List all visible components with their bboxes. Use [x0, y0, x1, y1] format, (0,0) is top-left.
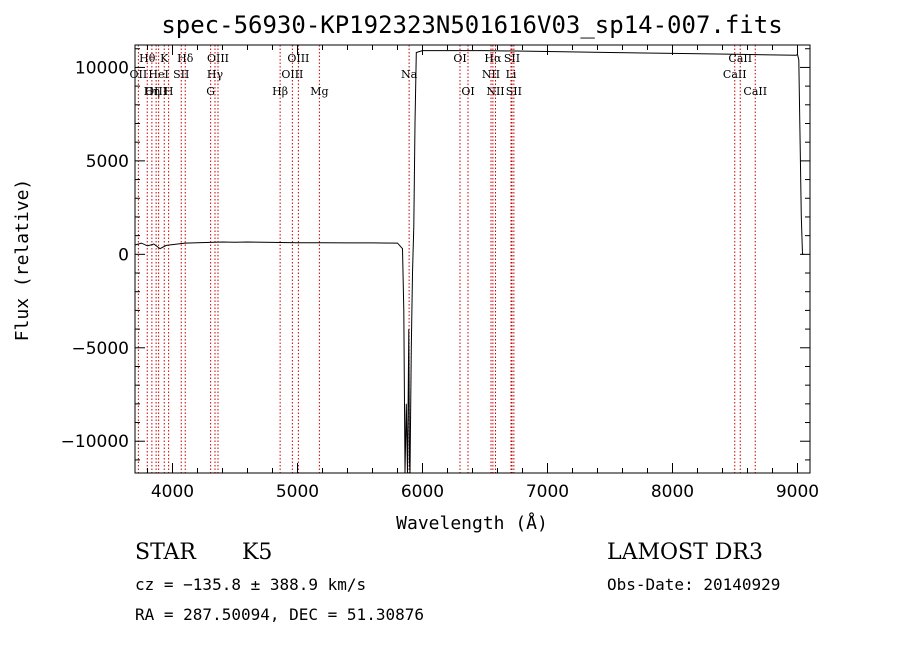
line-label-13: OIII [281, 68, 303, 81]
y-axis-label: Flux (relative) [12, 179, 33, 342]
line-label-10: Hγ [207, 68, 224, 81]
x-tick-label-4: 8000 [651, 482, 694, 502]
y-tick-label-1: −5000 [71, 339, 129, 359]
x-axis-label: Wavelength (Å) [396, 512, 548, 534]
line-label-19: NII [482, 68, 500, 81]
line-label-24: SII [506, 85, 522, 98]
plot-frame [134, 44, 811, 474]
redshift-velocity: cz = −135.8 ± 388.9 km/s [135, 575, 367, 594]
line-label-14: OIII [287, 52, 309, 65]
line-label-17: OI [453, 52, 466, 65]
x-tick-label-1: 5000 [276, 482, 319, 502]
line-labels: OIIHθHηOIIIHeIKHSIIHδGHγOIIIHβOIIIOIIIMg… [130, 52, 768, 98]
line-label-0: OII [130, 68, 148, 81]
line-label-8: Hδ [177, 52, 194, 65]
line-label-5: K [160, 52, 169, 65]
line-label-22: Li [506, 68, 517, 81]
line-label-9: G [206, 85, 215, 98]
x-tick-labels: 4000 5000 6000 7000 8000 9000 [151, 482, 819, 502]
coordinates: RA = 287.50094, DEC = 51.30876 [135, 605, 424, 624]
line-label-16: Na [401, 68, 418, 81]
x-tick-label-0: 4000 [151, 482, 194, 502]
line-label-15: Mg [310, 85, 328, 98]
line-label-12: Hβ [272, 85, 288, 98]
line-label-11: OIII [207, 52, 229, 65]
line-label-21: NII [486, 85, 504, 98]
line-label-23: SII [504, 52, 520, 65]
survey-name: LAMOST DR3 [607, 540, 763, 565]
line-label-3: OIII [145, 85, 167, 98]
axis-ticks [135, 45, 810, 473]
y-tick-labels: −10000 −5000 0 5000 10000 [61, 58, 129, 452]
x-tick-label-2: 6000 [401, 482, 444, 502]
line-label-4: HeI [148, 68, 168, 81]
line-label-7: SII [173, 68, 189, 81]
object-class: STAR [135, 540, 196, 565]
y-tick-label-0: −10000 [61, 432, 129, 452]
line-label-6: H [164, 85, 174, 98]
line-label-1: Hθ [139, 52, 156, 65]
y-tick-label-2: 0 [118, 245, 129, 265]
spectrum-line [134, 50, 804, 474]
chart-title: spec-56930-KP192323N501616V03_sp14-007.f… [161, 11, 782, 39]
line-label-18: OI [461, 85, 474, 98]
line-label-25: CaII [723, 68, 747, 81]
observation-date: Obs-Date: 20140929 [607, 575, 781, 594]
x-tick-label-3: 7000 [526, 482, 569, 502]
line-label-20: Hα [484, 52, 502, 65]
line-label-27: CaII [743, 85, 767, 98]
y-tick-label-3: 5000 [86, 152, 129, 172]
x-tick-label-5: 9000 [776, 482, 819, 502]
line-label-2: Hη [144, 85, 160, 98]
y-tick-label-4: 10000 [75, 58, 129, 78]
line-markers [137, 45, 756, 473]
line-label-26: CaII [728, 52, 752, 65]
subclass: K5 [242, 540, 273, 565]
